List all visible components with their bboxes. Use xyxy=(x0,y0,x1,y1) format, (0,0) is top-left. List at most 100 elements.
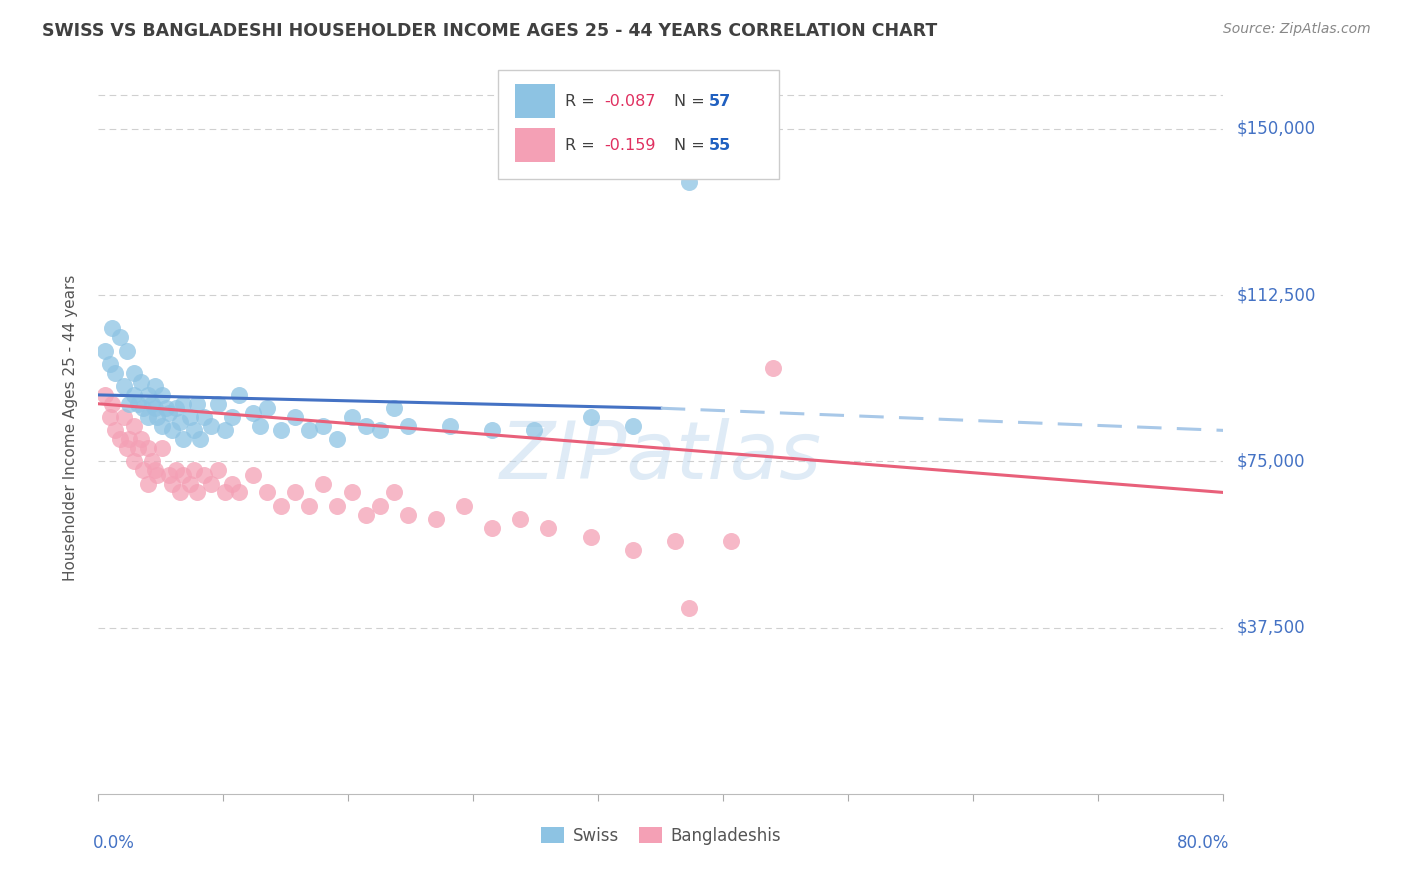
Text: 55: 55 xyxy=(709,137,731,153)
Point xyxy=(172,397,194,411)
Text: N =: N = xyxy=(675,137,710,153)
Point xyxy=(129,432,152,446)
Point xyxy=(326,499,349,513)
Point xyxy=(122,419,145,434)
Point xyxy=(284,410,307,425)
Text: ZIPatlas: ZIPatlas xyxy=(499,418,823,497)
Point xyxy=(129,375,152,389)
Point xyxy=(228,485,250,500)
Point xyxy=(122,388,145,402)
Point xyxy=(172,432,194,446)
Point xyxy=(523,423,546,437)
Point xyxy=(326,432,349,446)
Point xyxy=(141,397,163,411)
Point xyxy=(136,388,159,402)
Point xyxy=(382,485,405,500)
Point xyxy=(207,463,229,477)
Text: $75,000: $75,000 xyxy=(1237,452,1306,470)
Point xyxy=(183,423,205,437)
Point xyxy=(188,432,211,446)
Point xyxy=(101,321,124,335)
Text: Source: ZipAtlas.com: Source: ZipAtlas.com xyxy=(1223,22,1371,37)
Point xyxy=(270,499,292,513)
Point xyxy=(621,543,644,558)
Point xyxy=(155,401,177,416)
Point xyxy=(382,401,405,416)
Point xyxy=(249,419,271,434)
Point xyxy=(115,441,138,455)
Point xyxy=(169,415,191,429)
Point xyxy=(579,410,602,425)
Point xyxy=(179,410,201,425)
Point xyxy=(242,406,264,420)
Point xyxy=(104,366,127,380)
Point xyxy=(762,361,785,376)
Point xyxy=(537,521,560,535)
Point xyxy=(172,467,194,482)
Point xyxy=(115,343,138,358)
Point xyxy=(453,499,475,513)
Point xyxy=(193,410,215,425)
Text: R =: R = xyxy=(565,94,600,109)
Point xyxy=(298,423,321,437)
Point xyxy=(579,530,602,544)
Point xyxy=(186,485,208,500)
Point xyxy=(132,401,155,416)
Point xyxy=(621,419,644,434)
Legend: Swiss, Bangladeshis: Swiss, Bangladeshis xyxy=(534,820,787,851)
Point xyxy=(136,441,159,455)
Point xyxy=(150,419,173,434)
Point xyxy=(143,463,166,477)
Point xyxy=(112,410,135,425)
Point xyxy=(425,512,447,526)
Point xyxy=(127,397,149,411)
Point xyxy=(678,600,700,615)
Point xyxy=(312,476,335,491)
Point xyxy=(312,419,335,434)
Point xyxy=(284,485,307,500)
Point xyxy=(214,485,236,500)
Point xyxy=(214,423,236,437)
Point xyxy=(720,534,742,549)
Point xyxy=(256,485,278,500)
Point xyxy=(481,521,503,535)
Point xyxy=(160,476,183,491)
Point xyxy=(179,476,201,491)
Point xyxy=(157,467,180,482)
Point xyxy=(340,485,363,500)
Text: R =: R = xyxy=(565,137,600,153)
Point xyxy=(354,419,377,434)
Point xyxy=(141,454,163,468)
Point xyxy=(439,419,461,434)
Point xyxy=(112,379,135,393)
Text: $37,500: $37,500 xyxy=(1237,619,1306,637)
Point xyxy=(186,397,208,411)
Text: SWISS VS BANGLADESHI HOUSEHOLDER INCOME AGES 25 - 44 YEARS CORRELATION CHART: SWISS VS BANGLADESHI HOUSEHOLDER INCOME … xyxy=(42,22,938,40)
Point xyxy=(340,410,363,425)
FancyBboxPatch shape xyxy=(515,128,555,162)
Point xyxy=(298,499,321,513)
Point xyxy=(132,463,155,477)
FancyBboxPatch shape xyxy=(498,70,779,179)
Point xyxy=(143,379,166,393)
Point xyxy=(200,419,222,434)
Point xyxy=(118,397,141,411)
Point xyxy=(354,508,377,522)
Point xyxy=(270,423,292,437)
Point xyxy=(150,441,173,455)
Point xyxy=(94,388,117,402)
Point xyxy=(256,401,278,416)
Point xyxy=(481,423,503,437)
Point xyxy=(169,485,191,500)
Point xyxy=(228,388,250,402)
Point xyxy=(108,432,131,446)
Text: $112,500: $112,500 xyxy=(1237,286,1316,304)
Point xyxy=(94,343,117,358)
Point xyxy=(146,467,169,482)
Point xyxy=(183,463,205,477)
Point xyxy=(157,406,180,420)
Point xyxy=(664,534,686,549)
Point xyxy=(396,508,419,522)
Point xyxy=(368,423,391,437)
Point xyxy=(146,410,169,425)
